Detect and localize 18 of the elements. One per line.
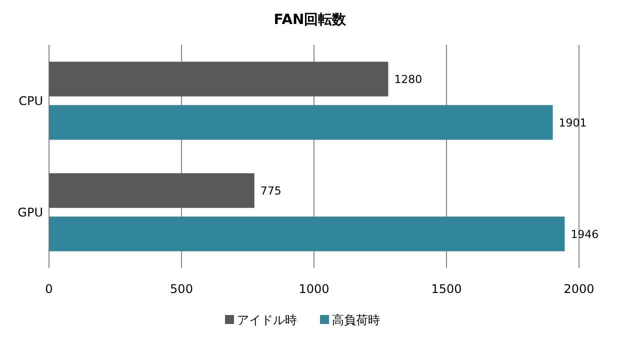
x-tick-label: 2000 [564, 282, 594, 296]
chart-title: FAN回転数 [274, 12, 348, 28]
data-label: 775 [260, 184, 282, 198]
x-tick-label: 1500 [431, 282, 462, 296]
data-label: 1946 [570, 228, 599, 241]
data-label: 1280 [394, 72, 422, 86]
x-tick-label: 0 [45, 282, 53, 296]
y-tick-label: CPU [18, 94, 43, 108]
bar [49, 62, 388, 96]
x-tick-label: 1000 [298, 282, 330, 296]
x-tick-label: 500 [170, 282, 193, 296]
bar [49, 105, 553, 140]
legend-label: 高負荷時 [332, 313, 380, 328]
legend-label: アイドル時 [237, 313, 297, 328]
data-label: 1901 [558, 116, 587, 130]
y-tick-label: GPU [18, 205, 43, 220]
bar [49, 173, 254, 208]
bar [49, 216, 565, 252]
